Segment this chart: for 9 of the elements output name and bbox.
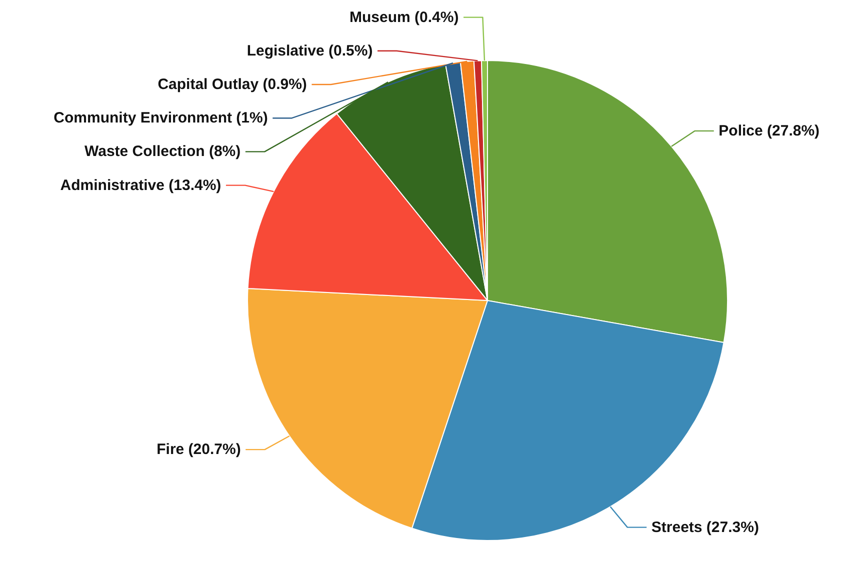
slice-label: Fire (20.7%) xyxy=(156,441,241,458)
slice-label: Museum (0.4%) xyxy=(350,8,459,26)
slice-label: Community Environment (1%) xyxy=(54,110,268,127)
slice-label: Administrative (13.4%) xyxy=(60,176,222,194)
slice-label: Legislative (0.5%) xyxy=(246,42,373,60)
slice-label: Capital Outlay (0.9%) xyxy=(158,76,307,93)
slice-label: Waste Collection (8%) xyxy=(84,143,241,160)
slice-label: Streets (27.3%) xyxy=(651,518,759,536)
slice-label: Police (27.8%) xyxy=(718,122,820,140)
